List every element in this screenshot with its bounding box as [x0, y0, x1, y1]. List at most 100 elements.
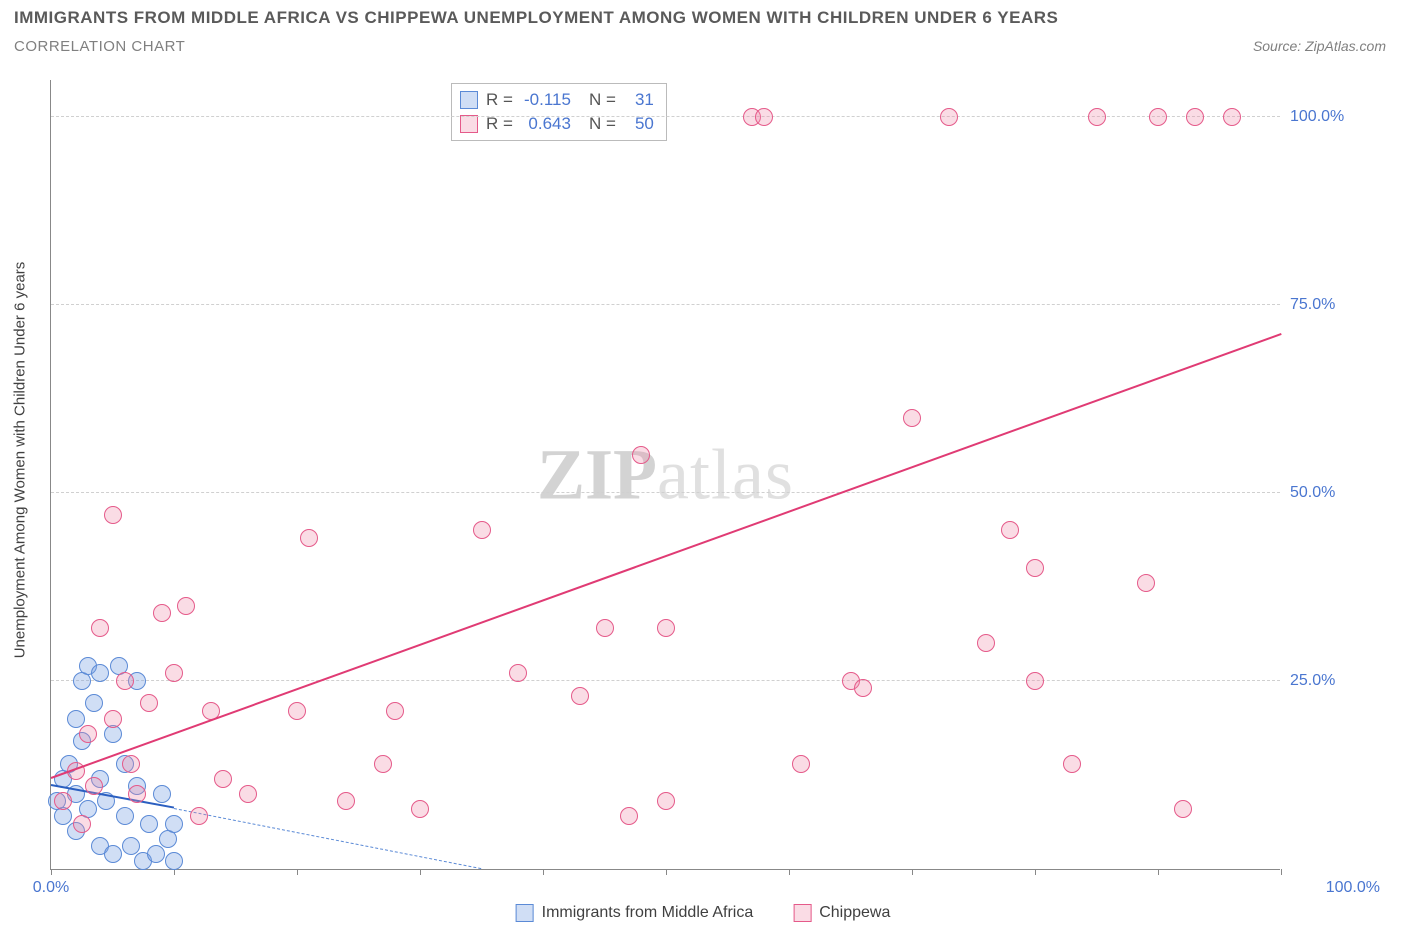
legend-label: Immigrants from Middle Africa [542, 904, 754, 922]
r-value: -0.115 [521, 88, 571, 112]
chart-subtitle: CORRELATION CHART [14, 38, 1058, 55]
data-point [386, 702, 404, 720]
r-label: R = [486, 88, 513, 112]
legend-item: Immigrants from Middle Africa [516, 904, 754, 922]
watermark: ZIPatlas [537, 433, 794, 516]
data-point [67, 710, 85, 728]
data-point [411, 800, 429, 818]
data-point [1088, 108, 1106, 126]
data-point [509, 664, 527, 682]
data-point [903, 409, 921, 427]
legend-swatch [460, 115, 478, 133]
data-point [147, 845, 165, 863]
data-point [165, 664, 183, 682]
data-point [73, 815, 91, 833]
x-axis-max-label: 100.0% [1326, 879, 1380, 897]
data-point [128, 785, 146, 803]
data-point [140, 815, 158, 833]
legend-swatch [793, 904, 811, 922]
trend-line [51, 333, 1282, 779]
chart-title: IMMIGRANTS FROM MIDDLE AFRICA VS CHIPPEW… [14, 8, 1058, 28]
data-point [153, 785, 171, 803]
stats-row: R = -0.115 N = 31 [460, 88, 654, 112]
data-point [214, 770, 232, 788]
trend-line [174, 808, 482, 869]
data-point [104, 845, 122, 863]
data-point [85, 777, 103, 795]
gridline: 50.0% [51, 492, 1280, 493]
data-point [1186, 108, 1204, 126]
data-point [792, 755, 810, 773]
bottom-legend: Immigrants from Middle Africa Chippewa [516, 904, 891, 922]
data-point [1063, 755, 1081, 773]
legend-item: Chippewa [793, 904, 890, 922]
data-point [91, 619, 109, 637]
x-tick [297, 869, 298, 875]
x-tick [789, 869, 790, 875]
stats-legend-box: R =-0.115N =31R =0.643N =50 [451, 83, 667, 141]
data-point [85, 694, 103, 712]
data-point [165, 852, 183, 870]
title-block: IMMIGRANTS FROM MIDDLE AFRICA VS CHIPPEW… [14, 8, 1058, 55]
data-point [122, 755, 140, 773]
data-point [177, 597, 195, 615]
legend-swatch [460, 91, 478, 109]
x-tick [51, 869, 52, 875]
data-point [977, 634, 995, 652]
data-point [374, 755, 392, 773]
data-point [1137, 574, 1155, 592]
data-point [54, 792, 72, 810]
gridline: 75.0% [51, 304, 1280, 305]
data-point [79, 725, 97, 743]
gridline: 25.0% [51, 680, 1280, 681]
data-point [1026, 672, 1044, 690]
x-tick [666, 869, 667, 875]
data-point [632, 446, 650, 464]
data-point [239, 785, 257, 803]
data-point [91, 664, 109, 682]
data-point [596, 619, 614, 637]
data-point [122, 837, 140, 855]
data-point [1001, 521, 1019, 539]
data-point [473, 521, 491, 539]
data-point [116, 672, 134, 690]
data-point [620, 807, 638, 825]
n-value: 31 [624, 88, 654, 112]
data-point [854, 679, 872, 697]
data-point [1026, 559, 1044, 577]
data-point [116, 807, 134, 825]
source-attribution: Source: ZipAtlas.com [1253, 38, 1386, 54]
data-point [288, 702, 306, 720]
legend-swatch [516, 904, 534, 922]
legend-label: Chippewa [819, 904, 890, 922]
data-point [1149, 108, 1167, 126]
n-label: N = [589, 88, 616, 112]
data-point [300, 529, 318, 547]
data-point [657, 619, 675, 637]
scatter-plot-area: ZIPatlas R =-0.115N =31R =0.643N =50 0.0… [50, 80, 1280, 870]
data-point [140, 694, 158, 712]
x-tick [1281, 869, 1282, 875]
data-point [657, 792, 675, 810]
x-tick [543, 869, 544, 875]
x-tick [1035, 869, 1036, 875]
data-point [153, 604, 171, 622]
data-point [571, 687, 589, 705]
data-point [337, 792, 355, 810]
data-point [104, 710, 122, 728]
x-tick [420, 869, 421, 875]
data-point [755, 108, 773, 126]
y-tick-label: 25.0% [1290, 672, 1385, 690]
x-tick [912, 869, 913, 875]
data-point [1174, 800, 1192, 818]
y-tick-label: 50.0% [1290, 484, 1385, 502]
x-tick [1158, 869, 1159, 875]
data-point [104, 506, 122, 524]
data-point [165, 815, 183, 833]
data-point [940, 108, 958, 126]
x-axis-min-label: 0.0% [33, 879, 69, 897]
y-tick-label: 100.0% [1290, 108, 1385, 126]
y-tick-label: 75.0% [1290, 296, 1385, 314]
data-point [1223, 108, 1241, 126]
data-point [190, 807, 208, 825]
